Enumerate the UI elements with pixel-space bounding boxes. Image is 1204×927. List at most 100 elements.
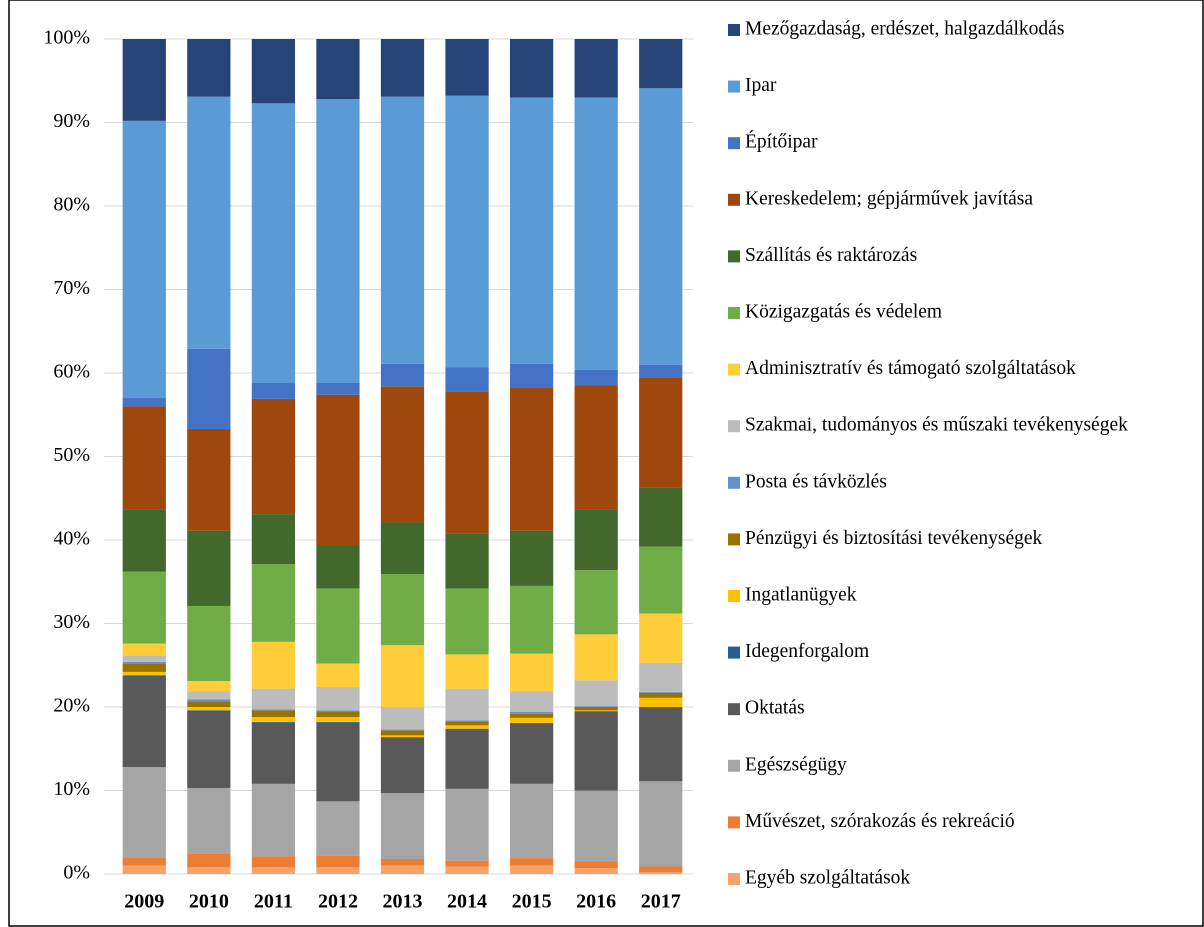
bar-segment (251, 856, 296, 868)
bar-segment (509, 363, 554, 389)
bar-segment (509, 783, 554, 859)
bar-segment (316, 855, 360, 868)
bar-segment (251, 103, 296, 384)
legend-swatch (728, 703, 740, 716)
bar-segment (574, 39, 618, 98)
bar-segment (380, 522, 425, 575)
x-tick-label: 2010 (189, 891, 229, 913)
legend-swatch (728, 420, 740, 433)
bar-segment (187, 787, 231, 854)
bar-segment (122, 767, 166, 858)
bar-segment (445, 720, 489, 722)
legend-label: Szállítás és raktározás (745, 245, 917, 266)
bar-segment (380, 793, 425, 859)
legend-swatch (728, 137, 740, 150)
bar-segment (316, 39, 360, 100)
bar-segment (639, 707, 683, 782)
bar-segment (639, 546, 683, 614)
y-tick-label: 10% (53, 778, 90, 800)
frame (8, 0, 1204, 927)
bar-segment (380, 96, 425, 364)
bar-segment (639, 707, 683, 708)
bar-segment (509, 723, 554, 784)
bar-segment (574, 707, 618, 711)
bar-segment (574, 790, 618, 862)
x-tick-label: 2014 (447, 891, 487, 913)
bar-segment (251, 398, 296, 515)
y-tick-label: 60% (53, 361, 90, 383)
legend-label: Építőipar (745, 131, 818, 153)
bar-segment (251, 514, 296, 565)
bar-segment (380, 737, 425, 738)
legend-label: Ingatlanügyek (745, 584, 857, 605)
legend-label: Posta és távközlés (745, 471, 887, 492)
legend-swatch (728, 759, 740, 772)
bar-segment (639, 662, 683, 692)
bar-segment (639, 377, 683, 488)
bar-segment (187, 701, 231, 707)
bar-segment (251, 709, 296, 711)
bar-segment (509, 585, 554, 654)
legend-label: Pénzügyi és biztosítási tevékenységek (745, 528, 1043, 549)
bar-segment (316, 801, 360, 856)
bar-segment (122, 676, 166, 768)
bar-segment (122, 39, 166, 121)
y-tick-label: 50% (53, 444, 90, 466)
legend-label: Kereskedelem; gépjárművek javítása (745, 188, 1033, 209)
bar-segment (122, 571, 166, 644)
bar-segment (251, 710, 296, 718)
bar-segment (509, 717, 554, 723)
bar-segment (445, 860, 489, 867)
bar-segment (574, 861, 618, 869)
legend-label: Művészet, szórakozás és rekreáció (745, 811, 1015, 832)
legend-swatch (728, 80, 740, 93)
bar-segment (639, 613, 683, 663)
bar-segment (122, 663, 166, 672)
legend-label: Egyéb szolgáltatások (745, 867, 910, 888)
bar-segment (380, 865, 425, 874)
bar-segment (316, 717, 360, 723)
bar-segment (639, 39, 683, 89)
bar-segment (380, 735, 425, 738)
bar-segment (445, 533, 489, 589)
bar-segment (639, 692, 683, 698)
bar-segment (574, 369, 618, 386)
bar-segment (574, 570, 618, 635)
bar-segment (574, 712, 618, 791)
bar-segment (445, 654, 489, 689)
bar-segment (574, 680, 618, 707)
legend-swatch (728, 476, 740, 489)
bar-segment (316, 867, 360, 874)
bar-segment (380, 737, 425, 794)
bar-segment (445, 788, 489, 861)
bar-segment (509, 865, 554, 874)
x-tick-label: 2013 (383, 891, 423, 913)
legend-swatch (728, 363, 740, 376)
bar-segment (122, 865, 166, 874)
bar-segment (122, 406, 166, 510)
y-tick-label: 20% (53, 695, 90, 717)
bar-segment (316, 588, 360, 664)
bar-segment (509, 858, 554, 866)
bar-segment (122, 671, 166, 676)
bar-segment (187, 710, 231, 713)
bar-segment (251, 722, 296, 784)
legend-swatch (728, 533, 740, 546)
bar-segment (122, 857, 166, 866)
bar-segment (574, 710, 618, 712)
bar-segment (251, 867, 296, 874)
y-tick-label: 80% (53, 194, 90, 216)
bar-segment (187, 699, 231, 702)
bar-segment (251, 641, 296, 689)
bar-segment (187, 867, 231, 874)
bar-segment (445, 721, 489, 726)
bar-segment (574, 385, 618, 510)
x-tick-label: 2012 (318, 891, 358, 913)
bar-segment (122, 661, 166, 664)
bar-segment (509, 713, 554, 718)
bar-segment (639, 872, 683, 874)
bar-segment (574, 706, 618, 707)
legend-swatch (728, 193, 740, 206)
bar-segment (316, 663, 360, 687)
